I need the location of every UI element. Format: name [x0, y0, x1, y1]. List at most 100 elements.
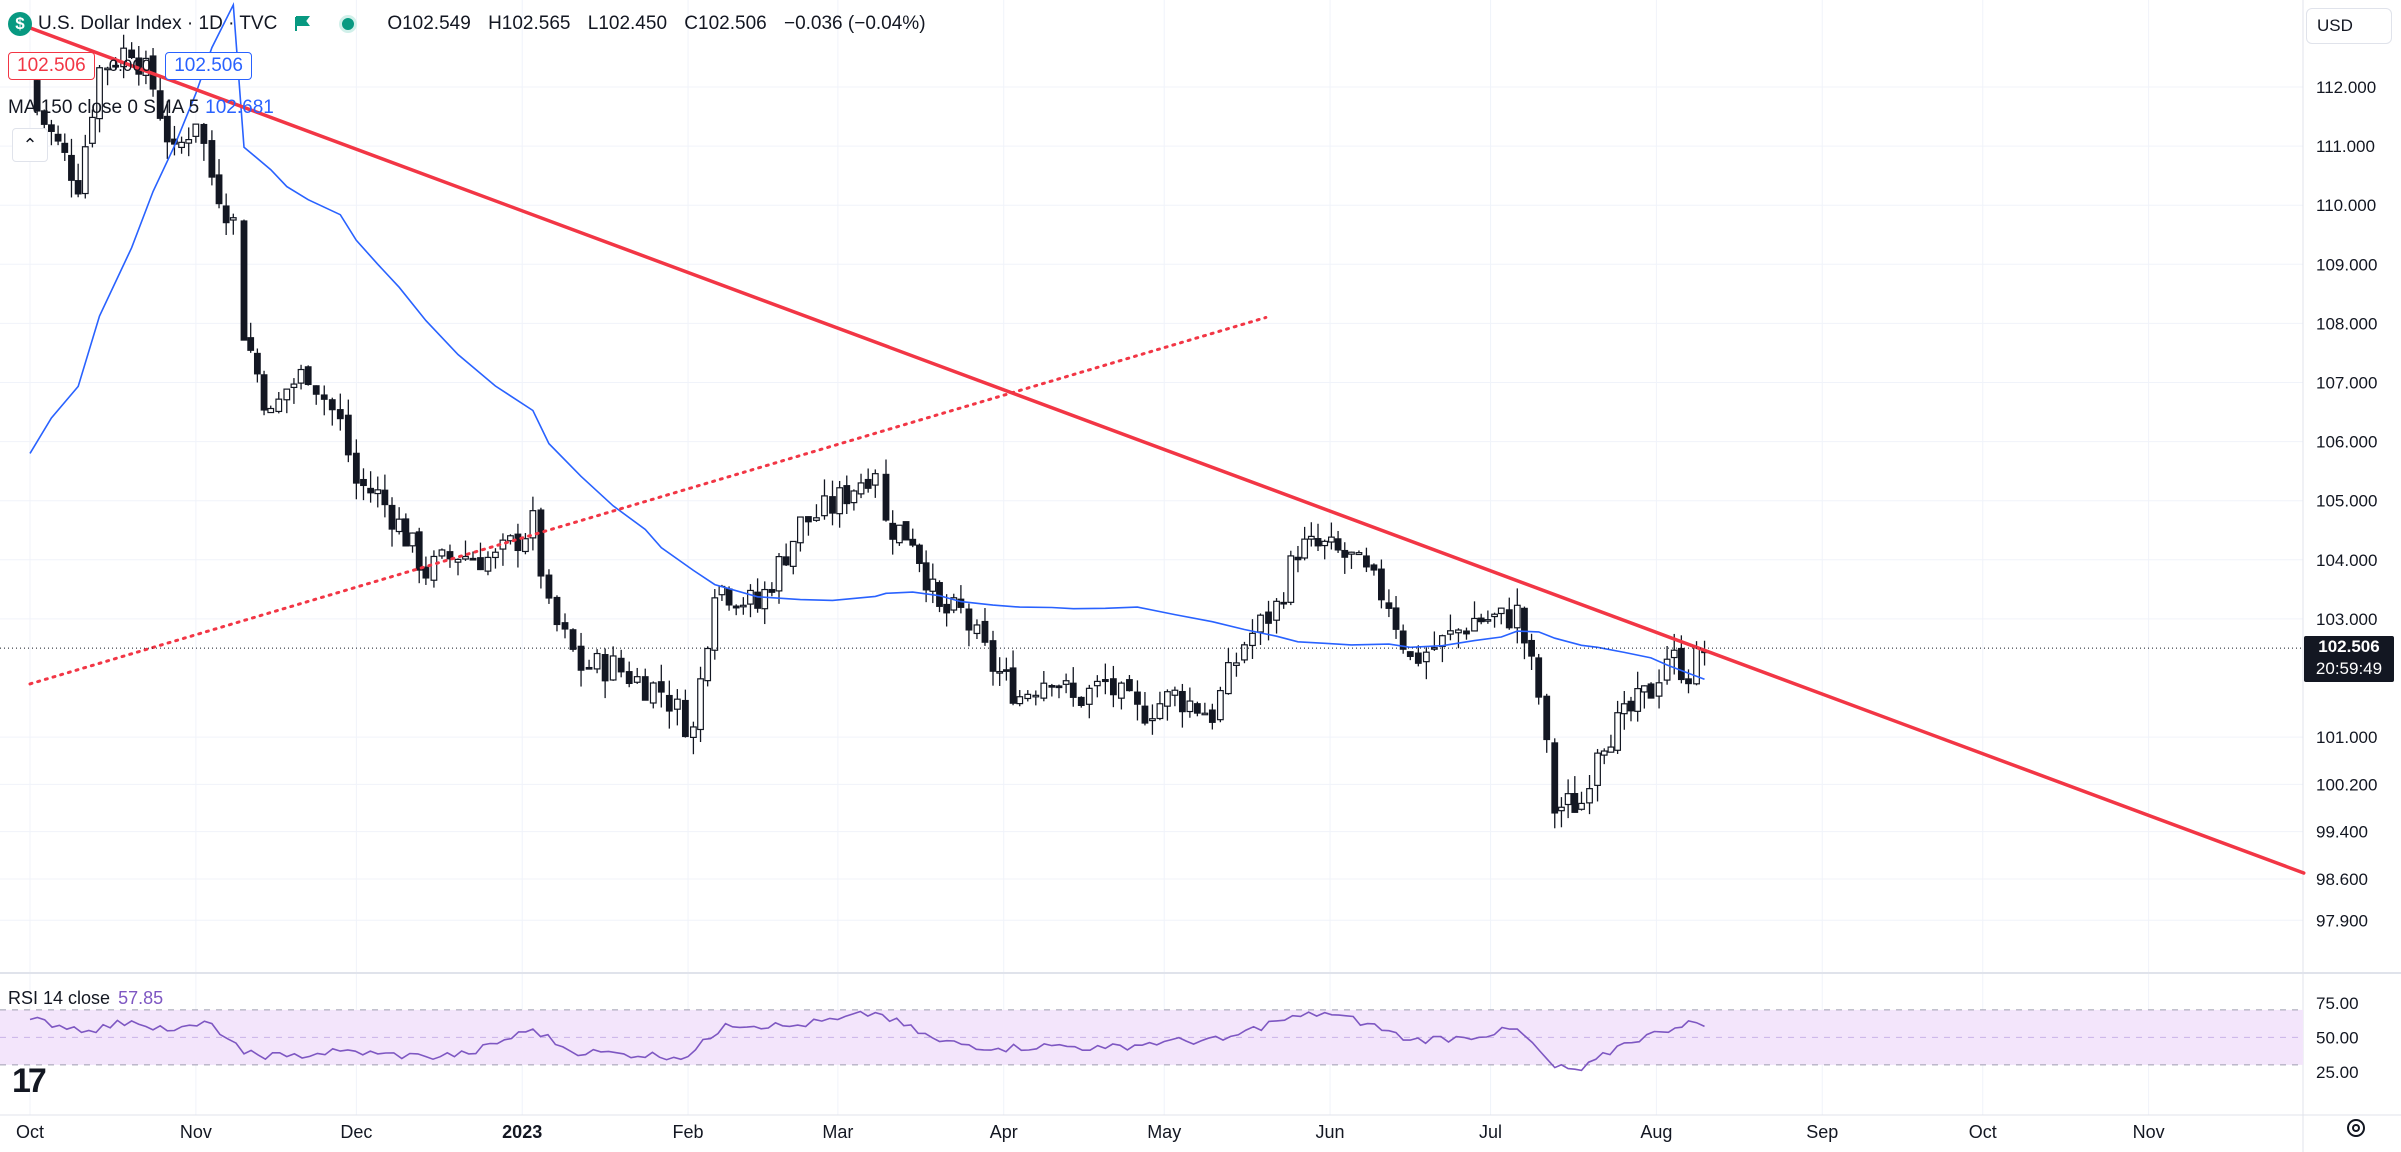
candle-body: [1314, 538, 1322, 547]
candle: [409, 532, 416, 553]
candle: [1327, 522, 1335, 550]
candle-body: [657, 681, 665, 693]
candle: [768, 582, 776, 597]
candle-body: [1647, 683, 1655, 699]
candle: [381, 474, 389, 518]
gear-icon[interactable]: [2344, 1116, 2368, 1140]
rsi-legend[interactable]: RSI 14 close 57.85: [8, 988, 163, 1009]
symbol-title[interactable]: U.S. Dollar Index · 1D · TVC: [38, 13, 278, 34]
candle-body: [1002, 669, 1010, 672]
candle-body: [492, 551, 499, 559]
candle-body: [1422, 651, 1430, 663]
candle: [1233, 652, 1240, 677]
candle: [1528, 633, 1535, 670]
price-tick-label: 107.000: [2316, 374, 2377, 393]
candle-body: [1392, 607, 1400, 630]
time-tick-label: Nov: [180, 1122, 212, 1142]
candle-body: [1032, 694, 1040, 698]
candle: [747, 584, 754, 618]
candle: [909, 528, 917, 548]
chart-legend: $ U.S. Dollar Index · 1D · TVC O102.549 …: [8, 12, 938, 36]
candle-body: [1280, 601, 1288, 605]
candle-body: [768, 588, 776, 593]
candle: [1647, 682, 1655, 699]
candle-body: [1455, 629, 1462, 634]
collapse-legend-button[interactable]: ⌃: [12, 128, 48, 162]
candle: [1171, 686, 1179, 707]
candle: [1620, 691, 1628, 730]
candle-body: [889, 522, 897, 540]
candle-body: [529, 510, 537, 539]
ohlc-values: O102.549 H102.565 L102.450 C102.506 −0.0…: [387, 13, 937, 35]
flag-icon[interactable]: [293, 15, 311, 33]
candle-body: [1406, 651, 1414, 657]
candle-body: [1484, 619, 1492, 622]
candle-body: [68, 154, 75, 181]
candle: [200, 122, 208, 161]
currency-selector[interactable]: USD: [2306, 8, 2392, 44]
candle: [267, 405, 275, 414]
candle: [290, 378, 298, 404]
candle: [1301, 526, 1309, 561]
time-tick-label: Mar: [822, 1122, 853, 1142]
candle: [81, 134, 89, 199]
candle-body: [681, 699, 689, 738]
candle-body: [1257, 614, 1264, 633]
candle-body: [609, 655, 617, 681]
candle-body: [689, 726, 697, 738]
candle: [1484, 610, 1492, 624]
candle: [1156, 691, 1164, 721]
rsi-line: [29, 1010, 1705, 1072]
candle-body: [1233, 662, 1240, 666]
candle-body: [514, 533, 522, 552]
candle: [1009, 650, 1017, 706]
candle: [215, 159, 223, 209]
candle: [1571, 776, 1579, 813]
candle-body: [438, 549, 446, 557]
candle-body: [422, 566, 430, 579]
candle-body: [360, 478, 367, 487]
candle-body: [950, 597, 958, 611]
indicator-legend[interactable]: MA 150 close 0 SMA 5 102.681: [8, 97, 274, 119]
ask-price[interactable]: 102.506: [165, 52, 252, 80]
candle: [1186, 687, 1194, 718]
candle: [1024, 690, 1032, 702]
candle-body: [104, 67, 111, 71]
candle: [415, 527, 423, 584]
candle: [657, 664, 665, 708]
candle-body: [1201, 712, 1209, 716]
price-tick-label: 112.000: [2316, 78, 2376, 97]
candle: [593, 649, 601, 674]
candle: [681, 689, 689, 738]
candle-body: [304, 366, 312, 386]
candle: [689, 721, 697, 755]
candle-body: [1294, 556, 1302, 561]
candle-body: [260, 374, 268, 411]
candle-body: [200, 123, 208, 144]
price-tick-label: 111.000: [2316, 137, 2375, 156]
candle: [882, 459, 890, 522]
candle: [1178, 683, 1186, 728]
candle-body: [54, 133, 62, 142]
candle: [871, 469, 879, 498]
candle: [537, 507, 545, 589]
rsi-tick-label: 75.00: [2316, 994, 2359, 1013]
candle: [477, 542, 484, 571]
price-axis: 112.000 111.000 110.000 109.000 108.000 107.0…: [2316, 78, 2377, 930]
candle-body: [1134, 691, 1141, 705]
candle-body: [1164, 691, 1171, 707]
candle-body: [1193, 703, 1201, 714]
candle-body: [1578, 802, 1585, 810]
price-tick-label: 101.000: [2316, 728, 2377, 747]
tradingview-logo[interactable]: 17: [12, 1062, 47, 1100]
bar-countdown: 20:59:49: [2315, 659, 2383, 678]
time-tick-label: Jun: [1316, 1122, 1345, 1142]
candle-body: [1101, 679, 1109, 683]
candle: [545, 569, 553, 604]
candle-body: [1126, 679, 1133, 692]
bid-price[interactable]: 102.506: [8, 52, 95, 80]
candle-body: [283, 388, 291, 401]
candle: [1109, 665, 1117, 708]
candle: [208, 130, 216, 186]
